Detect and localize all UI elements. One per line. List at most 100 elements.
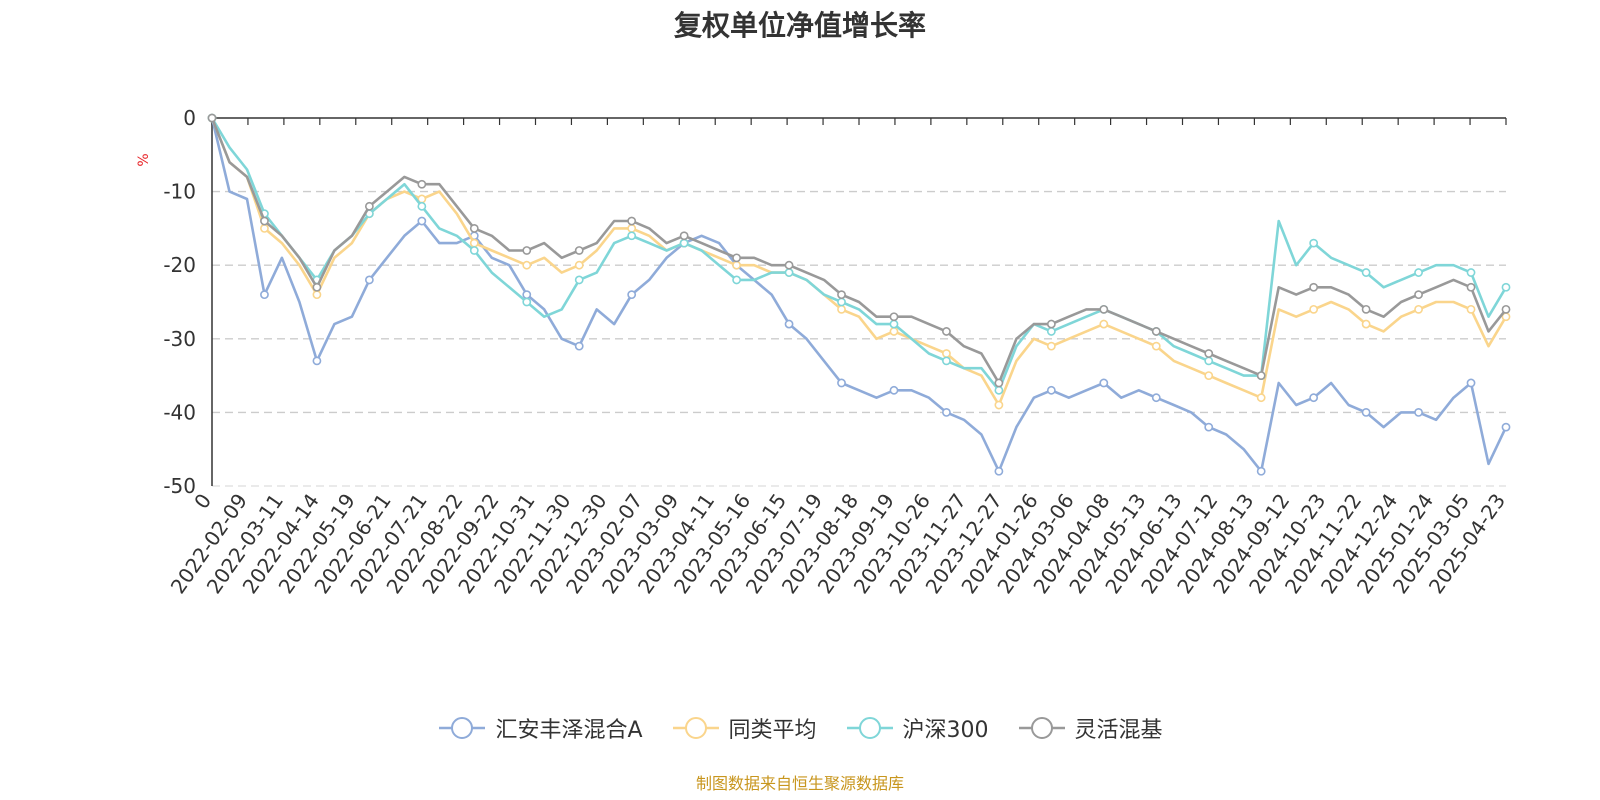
legend-label: 灵活混基 <box>1074 718 1163 743</box>
series-point <box>574 260 584 270</box>
series-point <box>1309 304 1319 314</box>
series-point <box>1309 393 1319 403</box>
series-point <box>1151 393 1161 403</box>
series-point <box>312 290 322 300</box>
legend-label: 沪深300 <box>902 718 989 743</box>
series-point <box>627 231 637 241</box>
series-point <box>889 327 899 336</box>
series-point <box>1466 268 1476 277</box>
series-point <box>1361 319 1371 329</box>
series-point <box>469 238 479 248</box>
legend-label: 汇安丰泽混合A <box>495 718 643 743</box>
series-point <box>1501 282 1511 292</box>
series-point <box>574 246 584 255</box>
series-point <box>522 246 532 255</box>
series-point <box>942 327 951 336</box>
series-point <box>1256 371 1266 380</box>
y-tick-label: -30 <box>163 327 196 351</box>
series-point <box>994 400 1004 410</box>
series-point <box>1256 393 1266 403</box>
y-tick-label: -40 <box>163 400 196 424</box>
series-point <box>837 304 846 314</box>
series-point <box>1099 378 1109 388</box>
series-point <box>732 260 741 270</box>
series-point <box>1466 282 1476 292</box>
x-tick-label: 0 <box>189 489 216 513</box>
series-point <box>1046 341 1056 351</box>
series-point <box>784 268 794 277</box>
series-point <box>627 216 637 226</box>
legend-swatch-icon <box>439 717 486 739</box>
series-point <box>1361 304 1371 314</box>
series-point <box>522 290 532 300</box>
series-point <box>574 275 584 285</box>
y-tick-label: -50 <box>163 474 196 498</box>
series-point <box>522 260 532 270</box>
y-tick-label: 0 <box>183 106 196 130</box>
series-point <box>1204 349 1214 358</box>
series-point <box>1466 304 1476 314</box>
series-point <box>1414 290 1423 300</box>
series-point <box>1256 466 1266 476</box>
series-point <box>1099 319 1109 329</box>
series-line <box>210 117 1508 385</box>
chart-title: 复权单位净值增长率 <box>673 9 926 42</box>
series-point <box>679 231 689 241</box>
label-layer: 0-10-20-30-40-50%02022-02-092022-03-1120… <box>136 106 1510 598</box>
series-point <box>417 201 427 211</box>
series-point <box>889 312 899 322</box>
series-point <box>1309 282 1319 292</box>
series-point <box>1151 327 1161 336</box>
series-point <box>1309 238 1319 248</box>
series-point <box>942 407 951 417</box>
series-point <box>207 113 217 123</box>
series-point <box>312 282 322 292</box>
series-point <box>994 385 1004 395</box>
series-point <box>1414 304 1423 314</box>
series-point <box>942 356 951 366</box>
series-point <box>1361 268 1371 277</box>
series-point <box>784 260 794 270</box>
legend-item[interactable]: 灵活混基 <box>1017 712 1163 744</box>
series-point <box>732 253 741 263</box>
series-point <box>889 319 899 329</box>
series-point <box>1466 378 1476 388</box>
series-point <box>837 378 846 388</box>
y-axis-label: % <box>136 153 152 166</box>
series-point <box>994 466 1004 476</box>
series-point <box>364 275 374 285</box>
series-point <box>1099 304 1109 314</box>
series-point <box>364 201 374 211</box>
legend-item[interactable]: 同类平均 <box>671 712 817 744</box>
legend-swatch-icon <box>846 717 893 739</box>
data-source-note: 制图数据来自恒生聚源数据库 <box>695 774 904 793</box>
series-point <box>417 216 427 226</box>
series-point <box>889 385 899 395</box>
series-point <box>1046 319 1056 329</box>
series-point <box>1501 422 1511 432</box>
series-line <box>210 117 1508 473</box>
series-point <box>942 349 951 358</box>
series-point <box>260 223 269 233</box>
series-point <box>469 223 479 233</box>
series-point <box>260 290 269 300</box>
legend-item[interactable]: 汇安丰泽混合A <box>437 712 643 744</box>
series-point <box>1414 268 1423 277</box>
series-point <box>1361 407 1371 417</box>
series-point <box>469 246 479 255</box>
legend-item[interactable]: 沪深300 <box>845 712 989 744</box>
series-point <box>627 223 637 233</box>
series-point <box>784 319 794 329</box>
series-point <box>627 290 637 300</box>
legend-label: 同类平均 <box>728 718 817 743</box>
series-point <box>260 216 269 226</box>
series-point <box>837 297 846 307</box>
series-point <box>732 275 741 285</box>
series-point <box>1151 341 1161 351</box>
legend-swatch-icon <box>672 717 719 739</box>
series-point <box>522 297 532 307</box>
series-point <box>417 179 427 189</box>
series-point <box>1204 422 1214 432</box>
series-point <box>679 238 689 248</box>
